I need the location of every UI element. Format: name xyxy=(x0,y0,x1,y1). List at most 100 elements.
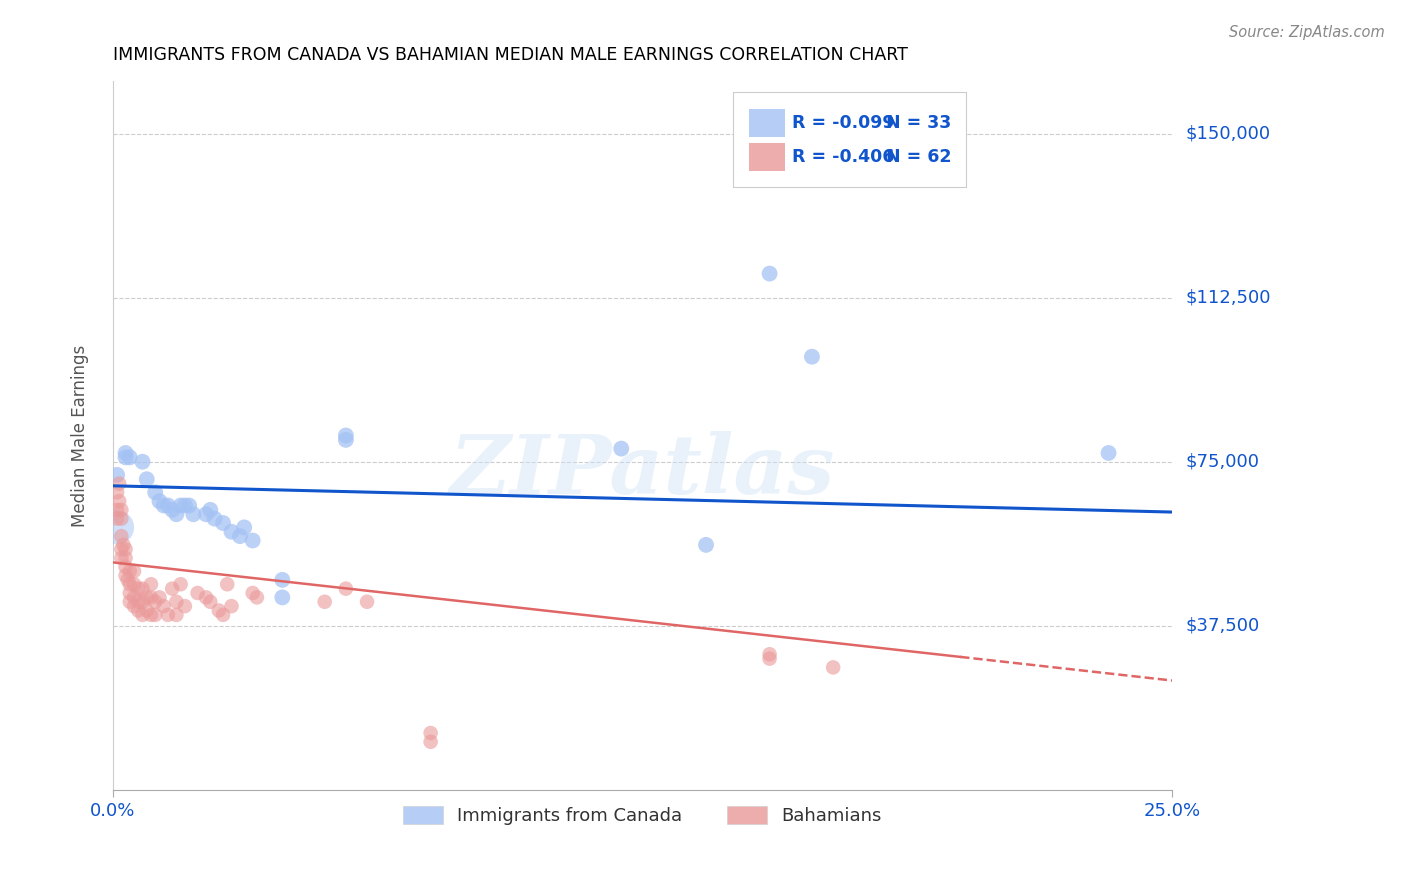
Point xyxy=(212,607,235,622)
Point xyxy=(143,595,166,609)
Text: $112,500: $112,500 xyxy=(1187,289,1271,307)
Text: R = -0.406: R = -0.406 xyxy=(792,148,894,166)
FancyBboxPatch shape xyxy=(749,143,786,171)
Point xyxy=(105,485,128,500)
Point xyxy=(419,726,441,740)
Point xyxy=(242,586,264,600)
Point xyxy=(114,446,136,460)
Point xyxy=(335,428,357,442)
Point xyxy=(139,577,162,591)
Point xyxy=(165,595,187,609)
Point xyxy=(131,582,153,596)
Point xyxy=(335,582,357,596)
Point xyxy=(105,503,128,517)
Point xyxy=(271,591,294,605)
Point xyxy=(143,485,166,500)
Point xyxy=(118,564,141,578)
Point xyxy=(127,603,149,617)
Point xyxy=(105,467,128,482)
Point xyxy=(127,582,149,596)
Point xyxy=(118,450,141,465)
Legend: Immigrants from Canada, Bahamians: Immigrants from Canada, Bahamians xyxy=(394,797,891,834)
Point xyxy=(195,591,218,605)
Point xyxy=(114,568,136,582)
Point xyxy=(152,599,174,614)
Point xyxy=(695,538,717,552)
Point xyxy=(131,607,153,622)
Point xyxy=(156,607,179,622)
Point xyxy=(112,538,135,552)
Point xyxy=(165,607,187,622)
Point xyxy=(148,591,170,605)
Point xyxy=(221,599,243,614)
Point xyxy=(204,511,226,525)
Point xyxy=(135,591,157,605)
Point xyxy=(108,476,131,491)
Point xyxy=(122,591,145,605)
Point xyxy=(110,551,132,566)
Point xyxy=(108,494,131,508)
Point xyxy=(105,511,128,525)
Point xyxy=(208,603,231,617)
Point xyxy=(229,529,252,543)
Point xyxy=(122,564,145,578)
Point xyxy=(823,660,845,674)
Point xyxy=(156,499,179,513)
Text: $150,000: $150,000 xyxy=(1187,125,1271,143)
Point xyxy=(127,595,149,609)
Point xyxy=(114,450,136,465)
Point xyxy=(271,573,294,587)
Point xyxy=(173,599,195,614)
Point xyxy=(131,595,153,609)
Text: N = 33: N = 33 xyxy=(886,114,952,132)
Point xyxy=(114,542,136,557)
Point xyxy=(114,559,136,574)
Point xyxy=(122,577,145,591)
Point xyxy=(356,595,378,609)
Point xyxy=(110,511,132,525)
Point xyxy=(143,607,166,622)
Point xyxy=(242,533,264,548)
Point xyxy=(135,472,157,486)
Point xyxy=(179,499,201,513)
Point xyxy=(212,516,235,530)
Point xyxy=(118,586,141,600)
Point xyxy=(335,433,357,447)
Point xyxy=(131,455,153,469)
Point xyxy=(118,577,141,591)
Point xyxy=(758,267,780,281)
Point xyxy=(122,599,145,614)
Point xyxy=(610,442,633,456)
Text: $37,500: $37,500 xyxy=(1187,617,1260,635)
Text: $75,000: $75,000 xyxy=(1187,453,1260,471)
Point xyxy=(114,551,136,566)
Text: ZIPatlas: ZIPatlas xyxy=(450,431,835,511)
Point xyxy=(200,503,222,517)
Point xyxy=(419,735,441,749)
Point xyxy=(233,520,256,534)
Text: IMMIGRANTS FROM CANADA VS BAHAMIAN MEDIAN MALE EARNINGS CORRELATION CHART: IMMIGRANTS FROM CANADA VS BAHAMIAN MEDIA… xyxy=(112,46,908,64)
Point xyxy=(187,586,209,600)
Point xyxy=(160,503,183,517)
Point xyxy=(217,577,239,591)
Point xyxy=(195,508,218,522)
Point xyxy=(139,607,162,622)
Point xyxy=(169,577,191,591)
Point xyxy=(117,573,139,587)
Point xyxy=(173,499,195,513)
Point xyxy=(183,508,205,522)
Text: N = 62: N = 62 xyxy=(886,148,952,166)
Point xyxy=(105,520,128,534)
Point xyxy=(110,529,132,543)
Text: Source: ZipAtlas.com: Source: ZipAtlas.com xyxy=(1229,25,1385,40)
Y-axis label: Median Male Earnings: Median Male Earnings xyxy=(72,344,89,526)
Point xyxy=(139,591,162,605)
Point xyxy=(200,595,222,609)
Point xyxy=(800,350,823,364)
Point xyxy=(110,503,132,517)
Point xyxy=(246,591,269,605)
Point xyxy=(314,595,336,609)
Point xyxy=(118,595,141,609)
FancyBboxPatch shape xyxy=(733,92,966,187)
Point xyxy=(1097,446,1119,460)
